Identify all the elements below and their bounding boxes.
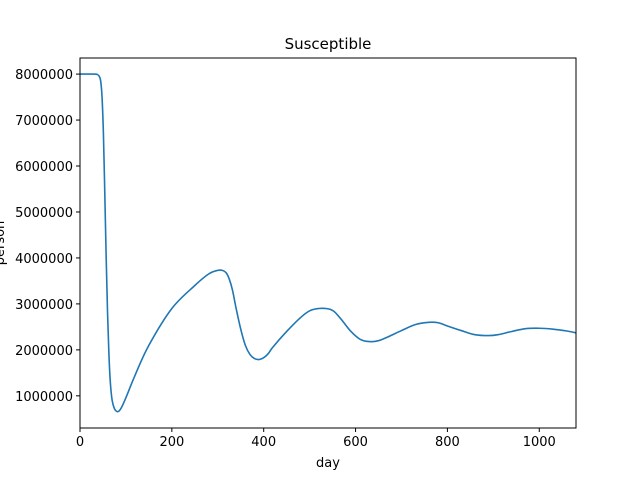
- y-tick-label: 8000000: [15, 68, 73, 83]
- x-tick-label: 800: [435, 435, 460, 450]
- y-tick-label: 3000000: [15, 298, 73, 313]
- x-axis-ticks: 0 200 400 600 800 1000: [76, 428, 556, 450]
- plot-frame: [79, 57, 577, 429]
- y-axis-label: person: [0, 221, 8, 266]
- y-tick-label: 2000000: [15, 344, 73, 359]
- chart-title: Susceptible: [285, 35, 372, 53]
- x-tick-label: 400: [251, 435, 276, 450]
- y-axis-ticks: 1000000 2000000 3000000 4000000 5000000 60000…: [15, 68, 80, 405]
- series-line: [79, 73, 577, 413]
- x-tick-label: 200: [159, 435, 184, 450]
- x-tick-label: 600: [343, 435, 368, 450]
- x-tick-label: 0: [76, 435, 84, 450]
- y-tick-label: 4000000: [15, 252, 73, 267]
- y-tick-label: 5000000: [15, 206, 73, 221]
- series-layer: [79, 73, 577, 413]
- y-tick-label: 6000000: [15, 160, 73, 175]
- y-tick-label: 1000000: [15, 390, 73, 405]
- y-tick-label: 7000000: [15, 114, 73, 129]
- x-axis-label: day: [316, 456, 340, 471]
- x-tick-label: 1000: [523, 435, 556, 450]
